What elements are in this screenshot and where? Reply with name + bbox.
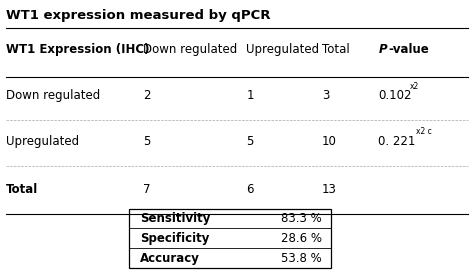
Text: 10: 10: [322, 135, 337, 148]
Text: x2 c: x2 c: [416, 128, 432, 137]
Text: x2: x2: [410, 82, 419, 91]
Text: Total: Total: [6, 183, 38, 196]
Text: 1: 1: [246, 89, 254, 102]
Text: 28.6 %: 28.6 %: [281, 232, 322, 245]
Text: 7: 7: [143, 183, 150, 196]
Text: 13: 13: [322, 183, 337, 196]
Text: 3: 3: [322, 89, 329, 102]
Text: 83.3 %: 83.3 %: [281, 212, 322, 225]
Text: 5: 5: [246, 135, 254, 148]
Text: 2: 2: [143, 89, 150, 102]
Text: P: P: [378, 43, 387, 56]
Text: -value: -value: [389, 43, 429, 56]
Text: 0.102: 0.102: [378, 89, 412, 102]
Text: Specificity: Specificity: [140, 232, 210, 245]
Text: Down regulated: Down regulated: [143, 43, 237, 56]
FancyBboxPatch shape: [128, 209, 331, 268]
Text: Accuracy: Accuracy: [140, 252, 201, 265]
Text: 5: 5: [143, 135, 150, 148]
Text: Down regulated: Down regulated: [6, 89, 100, 102]
Text: 53.8 %: 53.8 %: [281, 252, 322, 265]
Text: WT1 Expression (IHC): WT1 Expression (IHC): [6, 43, 150, 56]
Text: Total: Total: [322, 43, 349, 56]
Text: 6: 6: [246, 183, 254, 196]
Text: Sensitivity: Sensitivity: [140, 212, 211, 225]
Text: 0. 221: 0. 221: [378, 135, 416, 148]
Text: WT1 expression measured by qPCR: WT1 expression measured by qPCR: [6, 10, 271, 23]
Text: Upregulated: Upregulated: [6, 135, 79, 148]
Text: Upregulated: Upregulated: [246, 43, 319, 56]
